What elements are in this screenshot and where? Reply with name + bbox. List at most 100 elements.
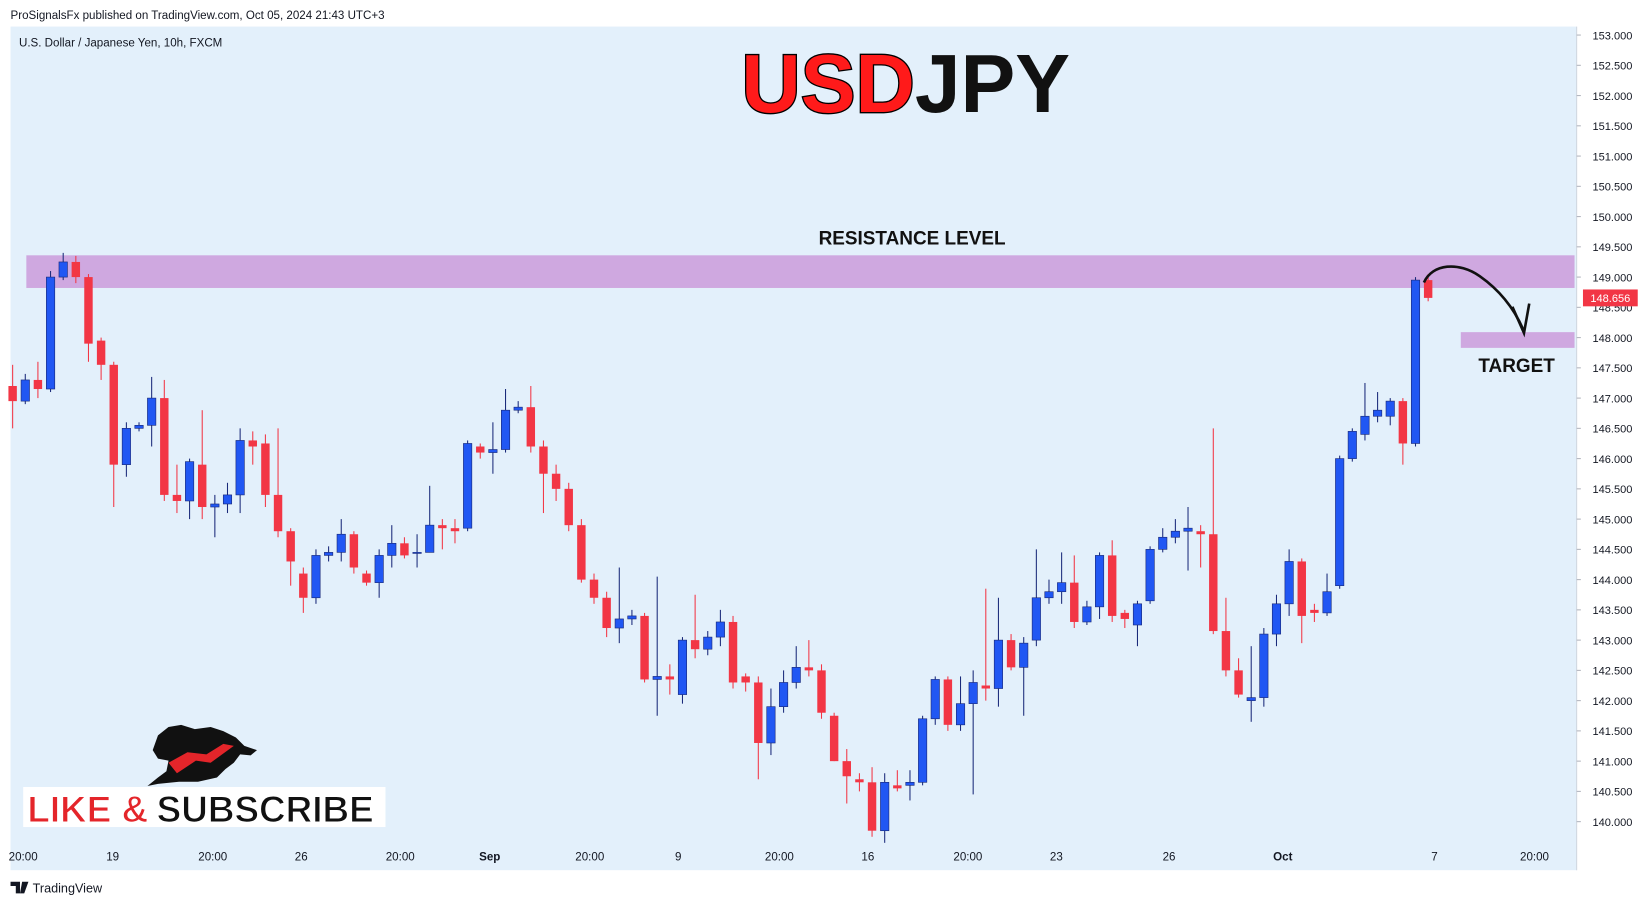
candle-body	[943, 679, 953, 725]
candle-body	[33, 379, 43, 390]
candle-body	[1107, 555, 1117, 616]
symbol-text: U.S. Dollar / Japanese Yen, 10h, FXCM	[19, 38, 222, 50]
candle-body	[690, 640, 700, 650]
candle-body	[1019, 642, 1029, 668]
candle-body	[1284, 561, 1294, 605]
candle-body	[1347, 431, 1357, 459]
subscribe-word: SUBSCRIBE	[157, 789, 374, 830]
candle-body	[1095, 555, 1105, 608]
y-tick-label: 150.000	[1592, 212, 1632, 224]
candle-body	[867, 782, 877, 831]
candle-body	[930, 679, 940, 720]
candle-body	[905, 781, 915, 786]
candle-body	[210, 503, 220, 508]
candle-body	[766, 706, 776, 744]
candle-body	[1082, 606, 1092, 623]
y-tick-label: 149.000	[1592, 272, 1632, 284]
last-price-box	[1582, 289, 1638, 307]
candle-body	[1120, 612, 1130, 619]
candle-body	[1297, 561, 1306, 616]
y-tick-label: 149.500	[1592, 242, 1632, 254]
tv-logo	[10, 881, 29, 894]
y-tick-label: 148.000	[1592, 333, 1632, 345]
candle-body	[1132, 603, 1142, 626]
candle-body	[71, 261, 81, 278]
candle-body	[160, 398, 169, 495]
candle-body	[1070, 582, 1079, 622]
title-black: JPY	[915, 39, 1070, 130]
zones	[26, 255, 1575, 348]
candle-body	[1183, 527, 1193, 532]
candle-body	[1373, 409, 1383, 417]
candle-body	[728, 621, 738, 683]
candle-body	[614, 618, 624, 629]
y-tick-label: 152.500	[1592, 61, 1632, 73]
candle-body	[577, 525, 586, 580]
like-text: LIKE &	[27, 789, 148, 830]
candle-body	[1234, 670, 1243, 695]
candle-body	[488, 449, 498, 453]
y-tick-label: 140.000	[1592, 817, 1632, 829]
candles	[8, 252, 1433, 843]
candle-body	[640, 615, 649, 680]
candle-body	[109, 364, 118, 465]
candle-body	[286, 531, 295, 562]
y-tick-label: 150.500	[1592, 182, 1632, 194]
candle-body	[602, 597, 611, 629]
candle-body	[362, 573, 371, 583]
candle-body	[1170, 530, 1180, 538]
x-tick-label: 20:00	[575, 852, 604, 864]
candle-body	[134, 425, 144, 429]
y-tick-label: 141.000	[1592, 756, 1632, 768]
candle-body	[779, 682, 789, 707]
y-tick-label: 146.500	[1592, 424, 1632, 436]
plot-background	[10, 26, 1577, 871]
candle-body	[652, 676, 662, 680]
candle-body	[374, 555, 384, 583]
candle-body	[513, 406, 523, 411]
candle-body	[893, 785, 902, 789]
candle-body	[968, 682, 978, 704]
candle-body	[551, 473, 561, 489]
y-tick-label: 141.500	[1592, 726, 1632, 738]
candle-body	[1310, 609, 1319, 613]
candle-body	[438, 525, 447, 529]
title-red: USD	[741, 39, 914, 130]
x-tick-label: Oct	[1273, 852, 1292, 864]
bull-stripe	[168, 743, 234, 774]
candle-body	[412, 552, 422, 554]
candle-body	[829, 715, 839, 762]
chart-title: USDJPY	[741, 39, 1070, 130]
candle-body	[147, 397, 157, 426]
x-tick-label: 16	[861, 852, 874, 864]
candle-body	[1410, 279, 1421, 444]
candle-body	[526, 407, 536, 447]
candle-body	[121, 428, 131, 465]
y-tick-label: 142.500	[1592, 666, 1632, 678]
candle-body	[273, 494, 283, 532]
candle-body	[1158, 536, 1168, 550]
candle-body	[715, 621, 725, 638]
candle-body	[299, 573, 308, 598]
candle-body	[955, 703, 966, 726]
candle-body	[741, 676, 750, 683]
candle-body	[1271, 603, 1282, 635]
candle-body	[20, 379, 30, 402]
candle-body	[665, 676, 675, 680]
candle-body	[539, 446, 548, 474]
y-tick-label: 144.500	[1592, 545, 1632, 557]
candle-body	[172, 494, 182, 501]
header-text: ProSignalsFx published on TradingView.co…	[11, 10, 385, 22]
x-tick-label: 20:00	[1520, 852, 1549, 864]
last-price-label: 148.656	[1590, 293, 1630, 305]
x-tick-label: 20:00	[198, 852, 227, 864]
candle-body	[501, 409, 511, 450]
x-tick-label: 20:00	[9, 852, 38, 864]
candle-body	[1196, 531, 1205, 535]
candle-body	[1145, 549, 1155, 602]
y-tick-label: 153.000	[1592, 30, 1632, 42]
candle-body	[589, 579, 599, 598]
candle-body	[463, 443, 473, 529]
y-tick-label: 143.500	[1592, 605, 1632, 617]
